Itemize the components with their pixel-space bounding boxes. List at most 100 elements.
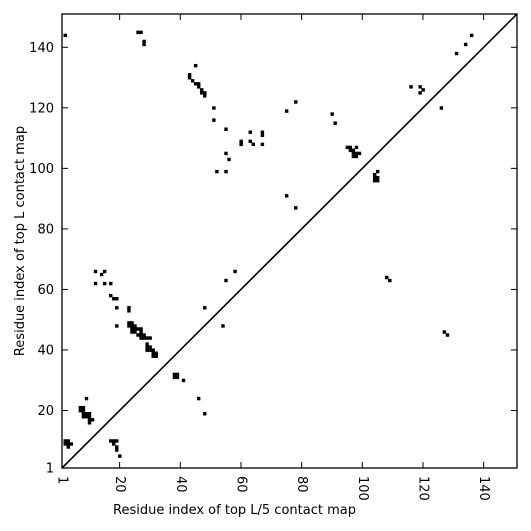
contact-point <box>145 342 149 346</box>
contact-point <box>227 157 231 162</box>
contact-point <box>99 272 104 277</box>
contact-point <box>84 415 89 419</box>
contact-point <box>193 63 198 68</box>
contact-point <box>142 333 146 337</box>
contact-point <box>418 91 422 95</box>
contact-point <box>151 348 155 352</box>
contact-point <box>133 330 137 334</box>
contact-point <box>130 330 134 334</box>
contact-point <box>148 336 152 340</box>
contact-point <box>139 336 143 340</box>
contact-point <box>175 375 180 380</box>
x-tick-label: 140 <box>476 476 491 501</box>
contact-point <box>294 206 298 210</box>
contact-point <box>172 372 177 377</box>
contact-point <box>139 30 143 35</box>
contact-point <box>66 439 70 443</box>
contact-point <box>196 82 201 86</box>
contact-point <box>118 454 122 458</box>
contact-point <box>148 348 152 352</box>
contact-point <box>212 106 216 110</box>
contact-point <box>78 408 83 413</box>
contact-point <box>139 333 143 337</box>
contact-point <box>87 412 92 416</box>
contact-point <box>115 306 119 310</box>
contact-point <box>66 445 70 449</box>
contact-point <box>385 275 389 280</box>
contact-point <box>112 442 116 446</box>
contact-point <box>69 442 74 446</box>
contact-point <box>87 418 92 422</box>
contact-point <box>148 345 152 349</box>
contact-point <box>127 321 131 325</box>
x-tick-label: 20 <box>112 476 127 493</box>
contact-point <box>66 442 70 446</box>
contact-point <box>372 178 377 183</box>
contact-point <box>224 278 228 283</box>
contact-point <box>115 296 119 301</box>
contact-point <box>372 172 377 177</box>
contact-point <box>154 351 158 355</box>
contact-point <box>78 405 83 410</box>
contact-point <box>251 142 256 147</box>
contact-point <box>87 421 92 425</box>
contact-point <box>142 39 146 44</box>
contact-point <box>93 269 98 274</box>
contact-point <box>145 336 149 340</box>
contact-point <box>351 151 356 156</box>
contact-point <box>212 118 216 122</box>
contact-point <box>248 130 252 134</box>
y-tick-label: 100 <box>29 162 54 177</box>
contact-point <box>130 324 134 328</box>
contact-point <box>154 354 158 358</box>
contact-points-layer <box>63 30 474 458</box>
contact-point <box>181 378 186 383</box>
contact-point <box>109 439 113 443</box>
contact-point <box>215 169 219 174</box>
contact-point <box>372 175 377 180</box>
y-axis-label: Residue index of top L contact map <box>13 126 28 356</box>
contact-point <box>221 324 225 328</box>
contact-point <box>112 296 116 301</box>
contact-point <box>203 306 207 310</box>
contact-point <box>127 324 131 328</box>
contact-point <box>115 445 119 449</box>
contact-point <box>442 330 447 334</box>
contact-point <box>439 106 444 110</box>
contact-point <box>109 293 113 298</box>
x-tick-label: 60 <box>233 476 248 493</box>
contact-point <box>193 82 198 86</box>
contact-point <box>354 151 359 156</box>
contact-point <box>200 88 204 92</box>
contact-point <box>375 175 380 180</box>
contact-point <box>196 396 201 401</box>
contact-point <box>200 91 204 95</box>
contact-point <box>136 30 140 35</box>
contact-point <box>354 154 359 159</box>
contact-point <box>145 345 149 349</box>
contact-point <box>151 351 155 355</box>
contact-point <box>109 281 113 286</box>
contact-point <box>84 396 89 401</box>
contact-point <box>233 269 237 274</box>
contact-point <box>127 306 131 310</box>
contact-point <box>354 145 359 150</box>
contact-point <box>260 130 265 134</box>
contact-point <box>81 408 86 413</box>
contact-point <box>203 412 207 416</box>
contact-point <box>115 448 119 452</box>
contact-point <box>139 330 143 334</box>
contact-point <box>248 139 252 144</box>
contact-point <box>81 415 86 419</box>
contact-point <box>187 73 192 77</box>
contact-point <box>84 412 89 416</box>
contact-point <box>145 348 149 352</box>
contact-point <box>284 109 289 113</box>
contact-point <box>330 112 334 116</box>
contact-point <box>127 309 131 313</box>
contact-point <box>239 142 243 147</box>
contact-point <box>130 321 134 325</box>
contact-point <box>142 336 146 340</box>
contact-point <box>203 91 207 95</box>
